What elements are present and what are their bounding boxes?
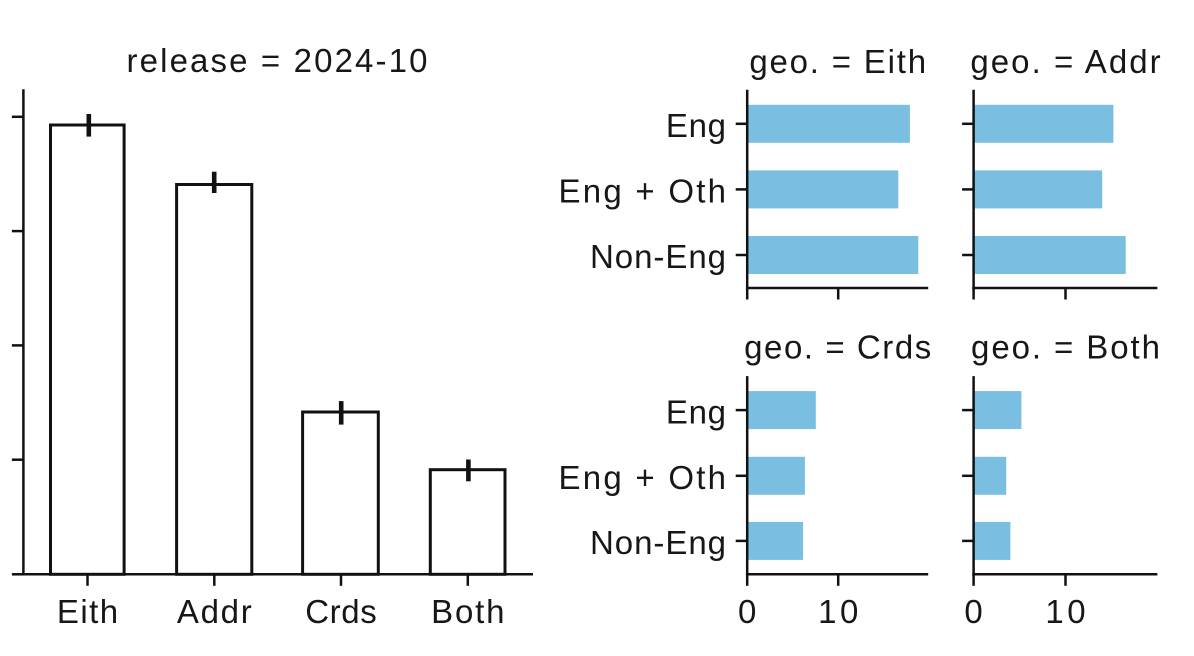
svg-text:Eith: Eith (57, 593, 118, 630)
svg-text:0: 0 (738, 593, 756, 630)
svg-text:Crds: Crds (305, 593, 377, 630)
svg-text:Non-Eng: Non-Eng (590, 238, 726, 275)
svg-text:geo. = Eith: geo. = Eith (749, 43, 926, 80)
svg-text:Eng: Eng (666, 107, 726, 144)
svg-text:geo. = Both: geo. = Both (971, 329, 1160, 366)
svg-text:Eng: Eng (666, 393, 726, 430)
svg-text:geo. = Crds: geo. = Crds (744, 329, 931, 366)
svg-text:Both: Both (431, 593, 504, 630)
svg-text:Eng + Oth: Eng + Oth (559, 459, 727, 496)
svg-text:geo. = Addr: geo. = Addr (970, 43, 1160, 80)
svg-text:0: 0 (964, 593, 982, 630)
svg-text:release = 2024-10: release = 2024-10 (127, 42, 428, 79)
svg-text:Eng + Oth: Eng + Oth (559, 173, 727, 210)
svg-text:Non-Eng: Non-Eng (590, 524, 726, 561)
svg-text:Addr: Addr (177, 593, 252, 630)
